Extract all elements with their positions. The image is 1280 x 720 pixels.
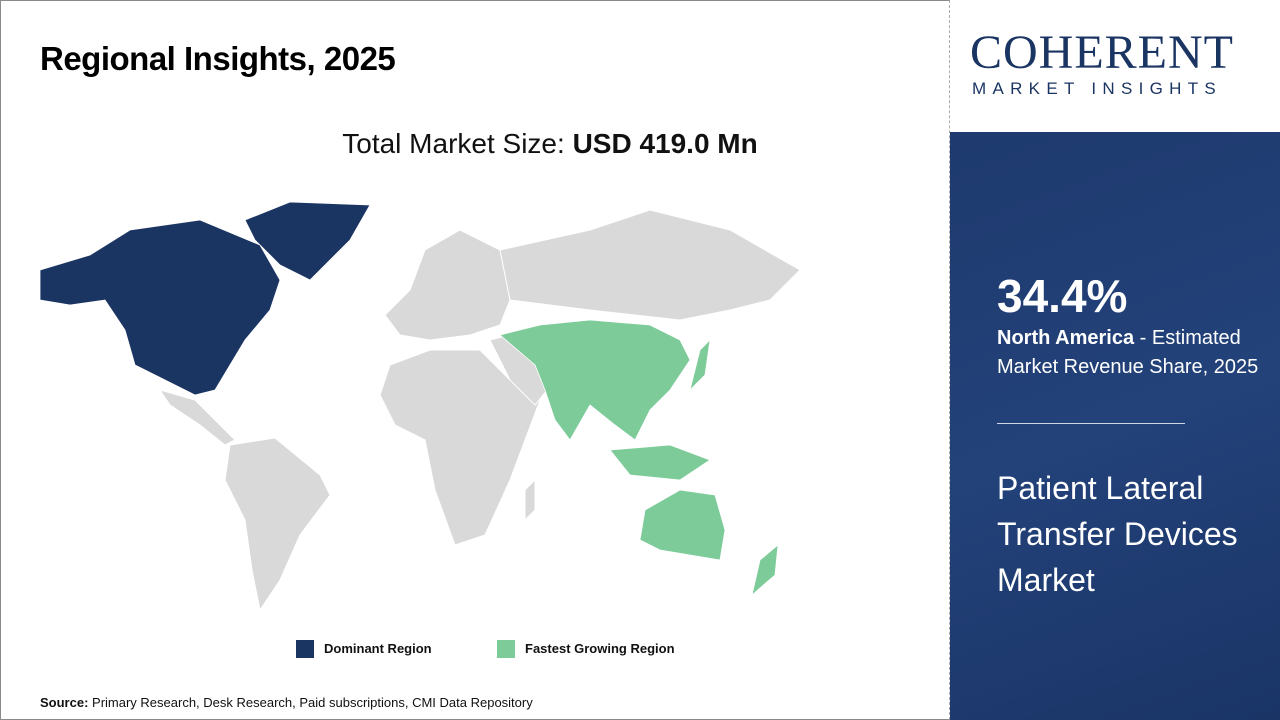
region-central-america [158, 389, 236, 446]
legend-swatch-dominant [296, 640, 314, 658]
source-text: Primary Research, Desk Research, Paid su… [88, 695, 533, 710]
share-description: North America - Estimated Market Revenue… [997, 324, 1272, 382]
legend-label: Dominant Region [324, 641, 432, 656]
company-logo: COHERENT MARKET INSIGHTS [950, 0, 1280, 132]
dominant-region-north-america [39, 201, 371, 396]
share-value: 34.4% [997, 270, 1128, 322]
fastest-region-asia-pacific [499, 319, 779, 597]
total-value: USD 419.0 Mn [572, 128, 758, 159]
region-madagascar [524, 478, 536, 522]
legend-dominant: Dominant Region [296, 640, 432, 658]
logo-wordmark: COHERENT [970, 26, 1234, 79]
world-map [39, 201, 801, 612]
region-europe [384, 229, 511, 341]
region-russia [499, 209, 801, 321]
logo-tagline: MARKET INSIGHTS [972, 79, 1223, 98]
total-market-size: Total Market Size: USD 419.0 Mn [320, 127, 780, 161]
source-label: Source: [40, 695, 89, 710]
insight-panel: 34.4% North America - Estimated Market R… [950, 132, 1280, 720]
divider [997, 423, 1185, 424]
legend-swatch-fastest [497, 640, 515, 658]
region-africa [379, 349, 541, 546]
other-regions [158, 209, 801, 612]
region-south-america [224, 437, 331, 612]
page-title: Regional Insights, 2025 [40, 40, 396, 77]
legend-label: Fastest Growing Region [525, 641, 675, 656]
market-name: Patient Lateral Transfer Devices Market [997, 470, 1238, 598]
share-desc-text: - Estimated Market Revenue Share, 2025 [997, 327, 1259, 378]
total-label: Total Market Size: [342, 128, 573, 159]
source-note: Source: Primary Research, Desk Research,… [40, 695, 533, 711]
share-region: North America [997, 327, 1135, 349]
legend-fastest: Fastest Growing Region [497, 640, 675, 658]
